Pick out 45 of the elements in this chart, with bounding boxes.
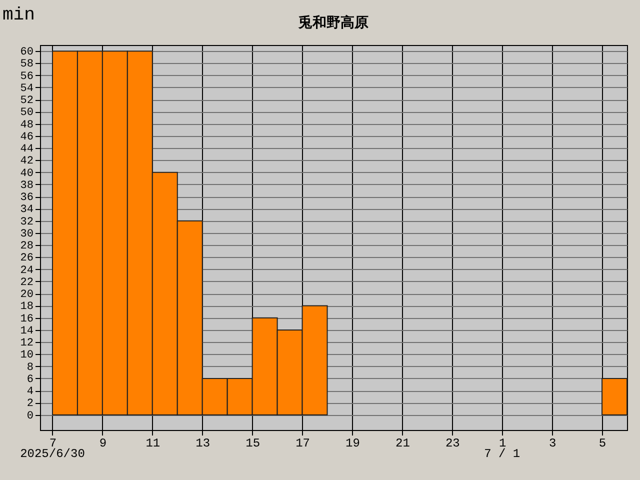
x-tick-label: 17 bbox=[296, 436, 310, 450]
y-tick-label: 24 bbox=[20, 264, 34, 277]
y-tick-label: 14 bbox=[20, 325, 34, 338]
y-tick-label: 12 bbox=[20, 338, 34, 350]
y-tick-label: 10 bbox=[20, 350, 34, 362]
x-tick-label: 11 bbox=[146, 436, 160, 450]
y-tick-label: 52 bbox=[20, 95, 34, 108]
y-tick-label: 30 bbox=[20, 228, 34, 240]
x-tick-label: 23 bbox=[445, 436, 460, 450]
y-tick-label: 6 bbox=[26, 374, 34, 386]
y-tick-label: 16 bbox=[20, 313, 34, 326]
y-tick-label: 32 bbox=[20, 216, 34, 228]
y-tick-label: 2 bbox=[26, 398, 34, 410]
y-tick-label: 34 bbox=[20, 204, 34, 216]
x-tick-label: 13 bbox=[196, 436, 210, 450]
y-tick-label: 54 bbox=[20, 82, 34, 95]
x-tick-label: 5 bbox=[598, 436, 606, 450]
x-tick-label: 9 bbox=[99, 436, 107, 450]
y-tick-label: 36 bbox=[20, 192, 34, 204]
y-tick-label: 48 bbox=[20, 119, 34, 132]
y-tick-label: 8 bbox=[26, 362, 34, 374]
text: 7 / 1 bbox=[484, 447, 520, 461]
y-tick-label: 0 bbox=[26, 410, 34, 422]
y-tick-label: 44 bbox=[20, 144, 34, 156]
text: 2025/6/30 bbox=[20, 447, 85, 461]
y-tick-label: 42 bbox=[20, 156, 34, 168]
x-tick-label: 21 bbox=[395, 436, 410, 450]
y-axis-title: min bbox=[2, 6, 35, 26]
y-tick-label: 20 bbox=[20, 289, 34, 302]
y-tick-label: 18 bbox=[20, 301, 34, 314]
x-tick-label: 19 bbox=[346, 436, 360, 450]
y-tick-label: 56 bbox=[20, 70, 34, 83]
y-tick-label: 40 bbox=[20, 168, 34, 180]
y-tick-label: 38 bbox=[20, 180, 34, 192]
chart-title: 兎和野高原 bbox=[298, 14, 368, 31]
y-tick-label: 58 bbox=[20, 58, 34, 71]
y-tick-label: 60 bbox=[20, 46, 34, 59]
y-tick-label: 28 bbox=[20, 240, 34, 253]
y-tick-label: 26 bbox=[20, 252, 34, 265]
x-tick-label: 15 bbox=[246, 436, 260, 450]
x-tick-label: 3 bbox=[548, 436, 556, 450]
y-tick-label: 22 bbox=[20, 276, 34, 289]
y-tick-label: 46 bbox=[20, 131, 34, 144]
y-tick-label: 50 bbox=[20, 107, 34, 120]
y-tick-label: 4 bbox=[26, 386, 34, 398]
